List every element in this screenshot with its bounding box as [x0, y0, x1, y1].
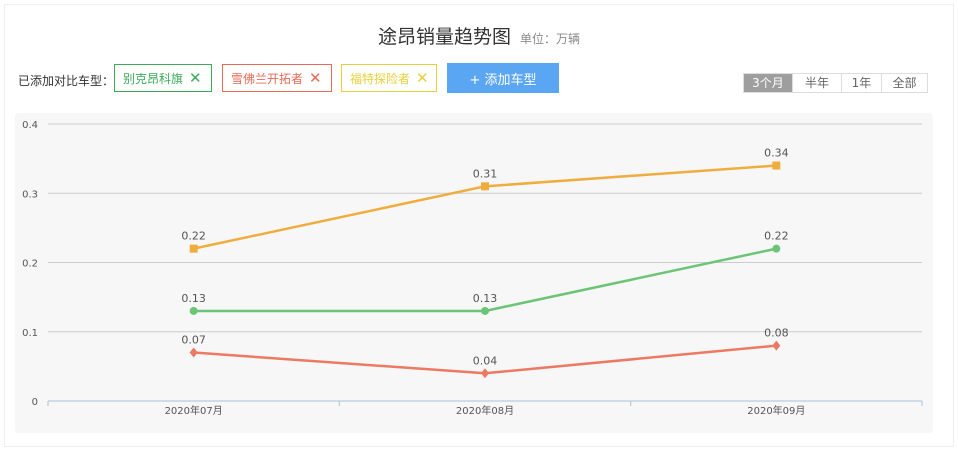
x-tick-label: 2020年09月 — [747, 404, 805, 417]
remove-tag-icon[interactable]: ✕ — [416, 68, 429, 87]
x-tick-label: 2020年08月 — [456, 404, 514, 417]
data-point — [481, 368, 489, 379]
y-tick-label: 0.3 — [22, 189, 38, 200]
data-point — [189, 347, 198, 358]
data-label: 0.04 — [473, 354, 498, 367]
chart-header: 途昂销量趋势图 单位：万辆 — [0, 22, 958, 49]
add-model-button[interactable]: + 添加车型 — [447, 63, 559, 93]
data-label: 0.13 — [181, 292, 206, 305]
remove-tag-icon[interactable]: ✕ — [189, 68, 202, 87]
data-point — [481, 182, 489, 191]
range-option-1-year[interactable]: 1年 — [841, 74, 881, 92]
range-option-3-months[interactable]: 3个月 — [744, 74, 792, 92]
data-point — [481, 306, 489, 315]
time-range-selector: 3个月 半年 1年 全部 — [743, 73, 928, 93]
y-tick-label: 0.4 — [22, 120, 38, 131]
data-label: 0.08 — [764, 327, 789, 340]
y-tick-label: 0.2 — [22, 259, 38, 270]
data-point — [772, 161, 781, 170]
y-tick-label: 0.1 — [22, 328, 38, 339]
data-point — [772, 244, 781, 253]
range-option-all[interactable]: 全部 — [881, 74, 927, 92]
chart-card — [4, 4, 954, 447]
compare-tag-label: 福特探险者 — [350, 71, 411, 86]
chart-title: 途昂销量趋势图 — [377, 26, 511, 48]
compare-tag-buick-enclave[interactable]: 别克昂科旗 ✕ — [114, 64, 212, 92]
data-label: 0.22 — [764, 230, 789, 243]
remove-tag-icon[interactable]: ✕ — [309, 68, 322, 87]
compare-label: 已添加对比车型： — [18, 74, 115, 88]
compare-tag-ford-explorer[interactable]: 福特探险者 ✕ — [341, 64, 437, 92]
y-tick-label: 0 — [32, 397, 38, 408]
data-label: 0.07 — [181, 334, 206, 347]
data-label: 0.13 — [473, 292, 498, 305]
compare-tag-chevrolet-blazer[interactable]: 雪佛兰开拓者 ✕ — [222, 64, 332, 92]
data-point — [772, 340, 781, 351]
data-point — [189, 306, 198, 315]
data-label: 0.34 — [764, 147, 789, 160]
data-label: 0.22 — [181, 230, 206, 243]
data-point — [189, 244, 198, 253]
compare-tag-label: 别克昂科旗 — [123, 71, 184, 86]
compare-tag-label: 雪佛兰开拓者 — [231, 71, 304, 86]
x-tick-label: 2020年07月 — [165, 404, 223, 417]
chart-unit: 单位：万辆 — [520, 32, 581, 46]
range-option-half-year[interactable]: 半年 — [792, 74, 841, 92]
data-label: 0.31 — [473, 167, 498, 180]
